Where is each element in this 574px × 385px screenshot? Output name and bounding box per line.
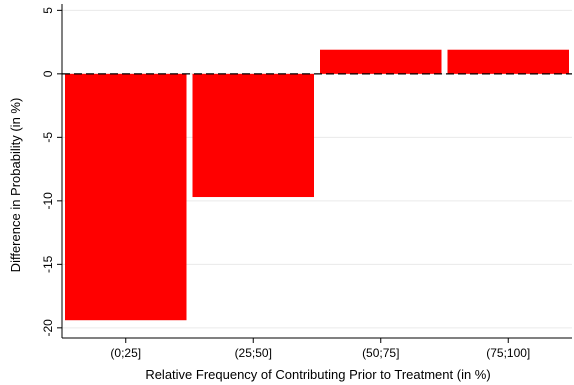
- y-tick-label: -15: [41, 255, 55, 273]
- bar: [320, 49, 442, 74]
- axes: 5 0 -5 -10 -15 -20 (0;25] (25;50] (50;75] (75;100…: [41, 4, 572, 360]
- y-axis-title: Difference in Probability (in %): [8, 98, 23, 273]
- y-tick-label: 0: [41, 70, 55, 77]
- x-axis-title: Relative Frequency of Contributing Prior…: [145, 367, 490, 382]
- y-tick-label: -5: [41, 132, 55, 143]
- x-tick-label: (75;100]: [486, 346, 530, 360]
- bar: [447, 49, 569, 74]
- bars: [65, 49, 569, 321]
- y-tick-label: -10: [41, 192, 55, 210]
- y-tick-label: -20: [41, 319, 55, 337]
- x-tick-label: (0;25]: [110, 346, 141, 360]
- x-tick-label: (50;75]: [362, 346, 399, 360]
- bar: [192, 73, 314, 198]
- bar: [65, 73, 187, 321]
- y-tick-label: 5: [41, 7, 55, 14]
- x-tick-label: (25;50]: [235, 346, 272, 360]
